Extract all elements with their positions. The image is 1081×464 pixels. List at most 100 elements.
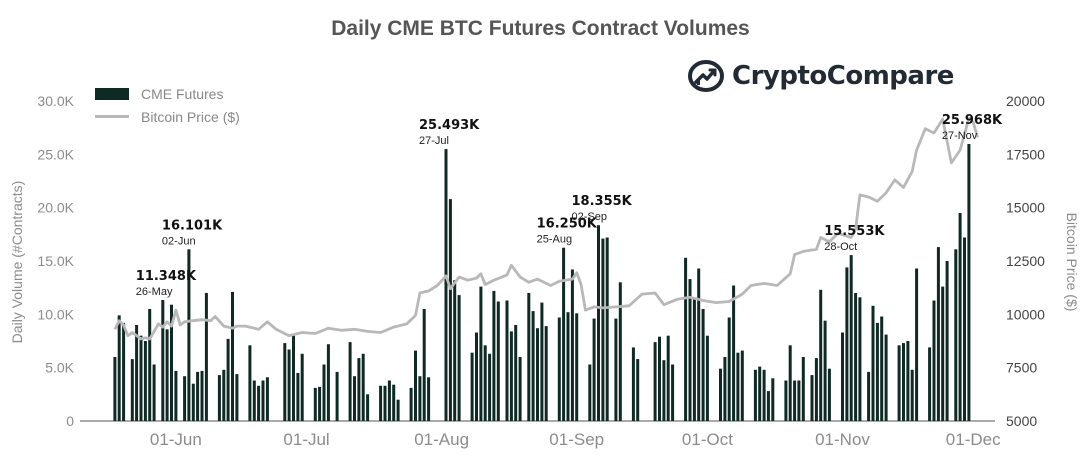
y-tick-label: 10.0K bbox=[37, 306, 74, 322]
y2-axis-title: Bitcoin Price ($) bbox=[1064, 213, 1080, 312]
volume-bar bbox=[130, 359, 134, 421]
y2-tick-label: 7500 bbox=[1006, 360, 1037, 376]
y2-tick-label: 20000 bbox=[1006, 93, 1045, 109]
volume-bar bbox=[287, 349, 291, 421]
volume-bar bbox=[252, 380, 256, 421]
volume-bar bbox=[113, 357, 117, 421]
volume-bar bbox=[967, 144, 971, 421]
volume-bar bbox=[928, 347, 932, 421]
cryptocompare-logo-icon bbox=[688, 60, 724, 92]
volume-bar bbox=[875, 322, 879, 421]
annotation-date: 27-Nov bbox=[942, 130, 978, 142]
volume-bar bbox=[631, 347, 635, 421]
volume-bar bbox=[187, 249, 191, 421]
volume-bar bbox=[963, 237, 966, 421]
volume-bar bbox=[409, 387, 413, 421]
annotation-date: 25-Aug bbox=[537, 234, 572, 246]
annotation-value: 16.101K bbox=[162, 218, 223, 233]
x-tick-label: 01-Aug bbox=[414, 430, 469, 449]
volume-bar bbox=[470, 352, 474, 421]
y-tick-label: 5.0K bbox=[45, 360, 74, 376]
volume-bar bbox=[688, 279, 692, 421]
volume-bar bbox=[662, 360, 666, 421]
volume-bar bbox=[318, 386, 322, 421]
volume-bar bbox=[518, 357, 522, 421]
volume-bar bbox=[152, 364, 156, 421]
volume-bar bbox=[658, 336, 661, 421]
volume-bar bbox=[592, 318, 596, 421]
volume-bar bbox=[902, 343, 905, 421]
volume-bar bbox=[392, 384, 396, 421]
volume-bar bbox=[387, 380, 391, 421]
volume-bar bbox=[335, 371, 339, 421]
legend-item-line: Bitcoin Price ($) bbox=[95, 105, 240, 128]
volume-bar bbox=[448, 199, 452, 421]
x-tick-label: 01-Oct bbox=[682, 430, 733, 449]
y2-tick-label: 5000 bbox=[1006, 413, 1037, 429]
volume-bar bbox=[313, 387, 317, 421]
volume-bar bbox=[819, 289, 823, 421]
volume-bar bbox=[396, 399, 400, 421]
volume-bar bbox=[858, 297, 862, 421]
annotation-date: 27-Jul bbox=[419, 135, 449, 147]
volume-bar bbox=[148, 309, 152, 421]
volume-bar bbox=[854, 293, 858, 421]
y2-tick-label: 12500 bbox=[1006, 253, 1045, 269]
volume-bar bbox=[601, 238, 605, 421]
annotation-date: 26-May bbox=[136, 286, 173, 298]
y-tick-label: 15.0K bbox=[37, 253, 74, 269]
volume-bar bbox=[814, 358, 818, 421]
volume-bar bbox=[736, 352, 740, 421]
volume-bar bbox=[823, 320, 827, 421]
y2-tick-label: 15000 bbox=[1006, 200, 1045, 216]
volume-bar bbox=[527, 293, 531, 421]
volume-bar bbox=[588, 364, 592, 421]
volume-bar bbox=[897, 345, 901, 421]
x-tick-label: 01-Sep bbox=[549, 430, 604, 449]
volume-bar bbox=[618, 282, 622, 421]
volume-bar bbox=[915, 268, 919, 421]
volume-bar bbox=[191, 383, 195, 421]
volume-bar bbox=[453, 280, 457, 421]
annotation-value: 25.968K bbox=[942, 113, 1003, 128]
volume-bar bbox=[705, 335, 709, 421]
volume-bar bbox=[784, 380, 788, 421]
volume-bar bbox=[906, 341, 910, 421]
volume-bar bbox=[566, 312, 570, 421]
volume-bar bbox=[418, 376, 422, 421]
volume-bar bbox=[740, 350, 744, 421]
chart-title: Daily CME BTC Futures Contract Volumes bbox=[331, 17, 750, 40]
volume-bar bbox=[614, 318, 618, 421]
volume-bar bbox=[910, 369, 914, 421]
volume-bar bbox=[958, 213, 962, 421]
volume-bar bbox=[570, 269, 574, 421]
volume-bar bbox=[204, 293, 208, 421]
volume-bar bbox=[880, 316, 884, 421]
volume-bar bbox=[884, 334, 888, 421]
volume-bar bbox=[771, 378, 775, 421]
volume-bar bbox=[496, 301, 500, 421]
volume-bar bbox=[849, 255, 853, 421]
y2-tick-label: 10000 bbox=[1006, 306, 1045, 322]
volume-bar bbox=[597, 225, 600, 421]
volume-bar bbox=[845, 267, 849, 421]
volume-bar bbox=[536, 328, 539, 421]
x-tick-label: 01-Jul bbox=[283, 430, 329, 449]
volume-bar bbox=[758, 366, 762, 421]
volume-bar bbox=[457, 295, 461, 421]
volume-bar bbox=[183, 376, 187, 421]
volume-bar bbox=[122, 322, 126, 421]
volume-bar bbox=[867, 371, 871, 421]
volume-bar bbox=[357, 358, 361, 421]
x-tick-label: 01-Jun bbox=[150, 430, 202, 449]
price-line bbox=[113, 116, 979, 341]
volume-bar bbox=[932, 300, 936, 421]
volume-bar bbox=[797, 380, 801, 421]
volume-bar bbox=[653, 342, 657, 421]
volume-bar bbox=[488, 353, 492, 421]
volume-bar bbox=[671, 364, 675, 421]
volume-bar bbox=[936, 247, 940, 421]
volume-bar bbox=[762, 369, 766, 421]
volume-bar bbox=[174, 370, 178, 421]
